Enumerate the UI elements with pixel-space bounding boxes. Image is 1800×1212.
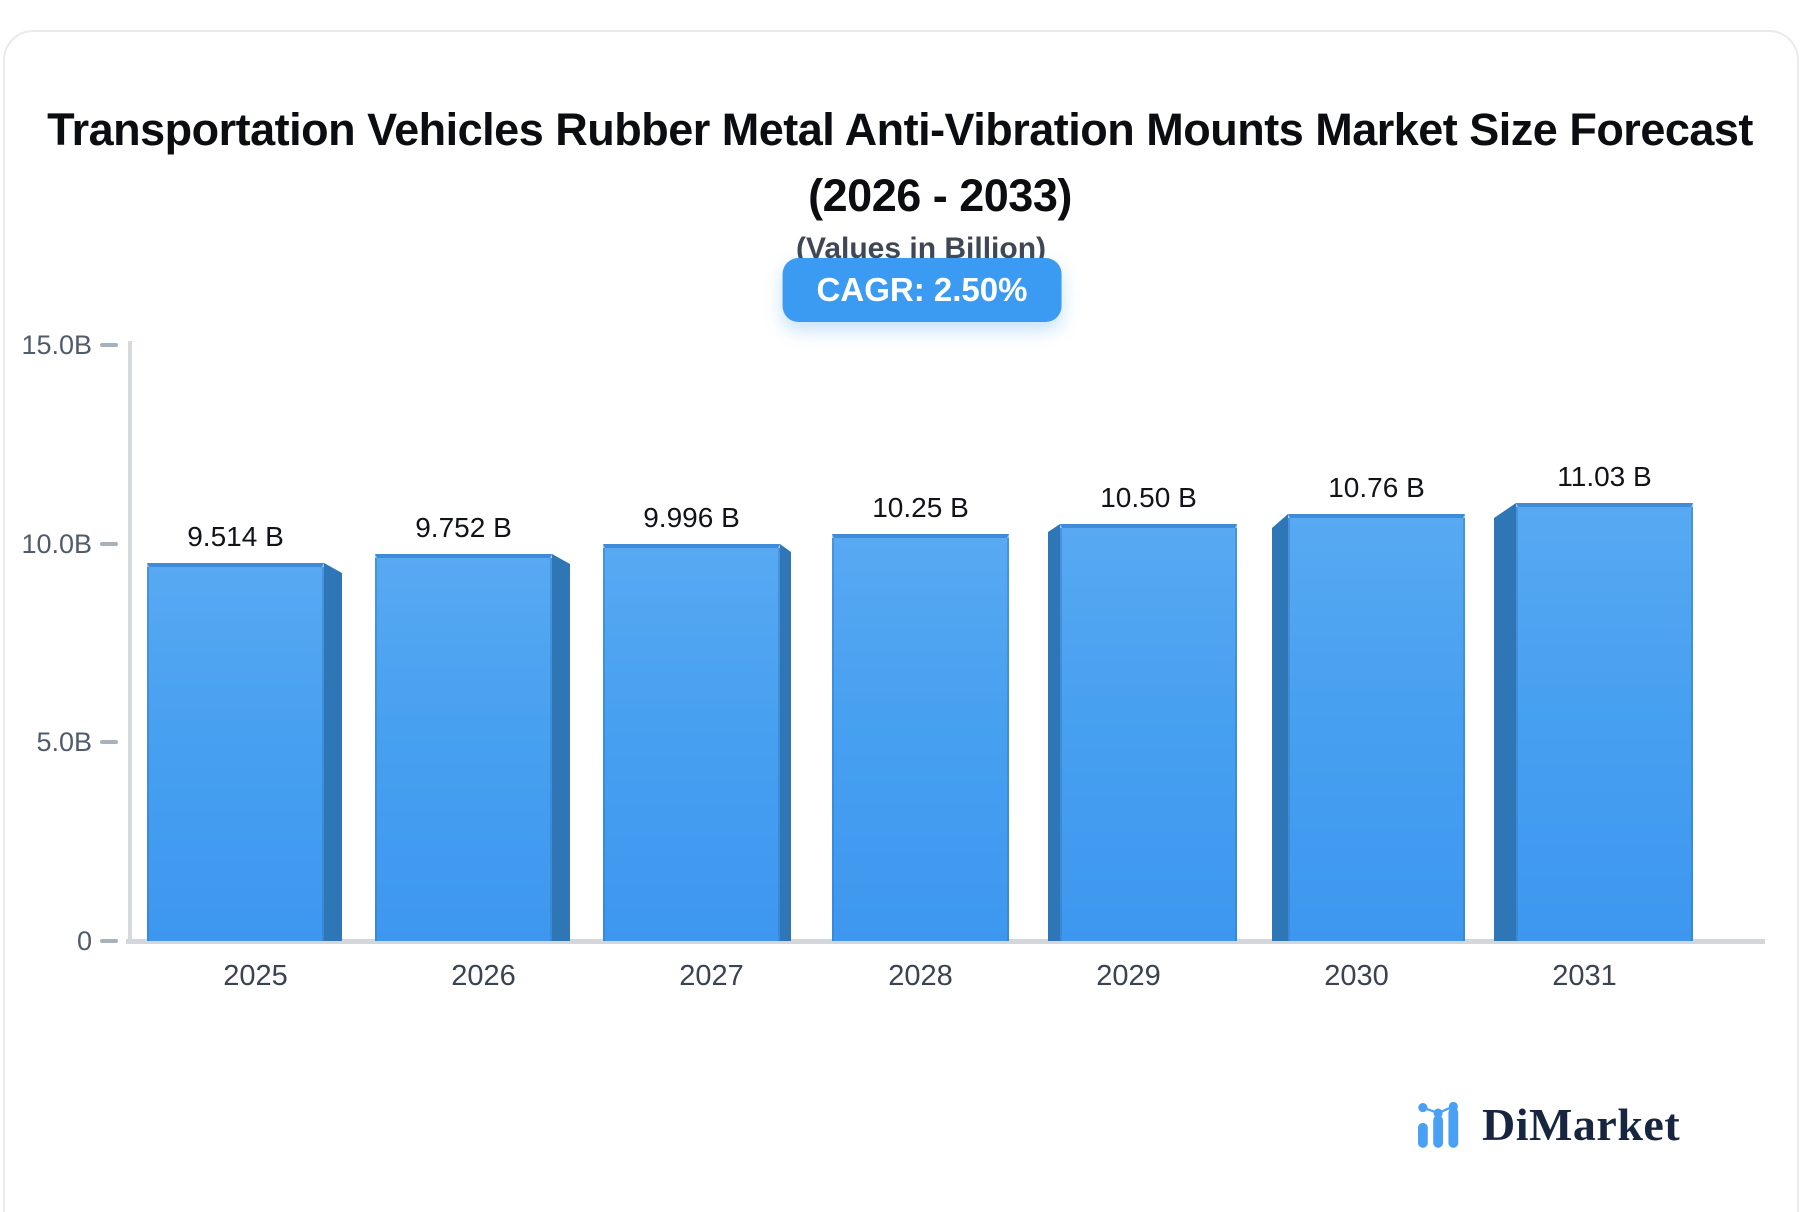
x-axis-label-2030: 2030 — [1324, 960, 1389, 992]
x-axis-label-2029: 2029 — [1096, 960, 1161, 992]
y-tick-mark — [100, 740, 118, 745]
x-axis-line — [126, 939, 1765, 944]
bar-value-label: 9.514 B — [187, 521, 284, 552]
bar-value-label: 9.752 B — [415, 512, 512, 543]
y-axis-line — [128, 341, 132, 943]
bar-side-face-2025 — [324, 563, 342, 941]
y-tick-label: 15.0B — [21, 330, 92, 361]
chart-title-line2: (2026 - 2033) — [808, 170, 1072, 221]
chart-title-line1: Transportation Vehicles Rubber Metal Ant… — [47, 104, 1753, 155]
x-axis-label-2025: 2025 — [223, 960, 288, 992]
brand-logo: DiMarket — [1418, 1098, 1680, 1151]
dimarket-logo-icon — [1418, 1101, 1459, 1148]
x-axis-label-2028: 2028 — [888, 960, 953, 992]
dimarket-logo-text: DiMarket — [1482, 1099, 1681, 1150]
bar-2025 — [147, 563, 324, 941]
x-axis-label-2031: 2031 — [1552, 960, 1617, 992]
bar-2031 — [1516, 503, 1693, 941]
bar-2027 — [603, 544, 780, 941]
x-axis-label-2027: 2027 — [679, 960, 744, 992]
y-tick-mark — [100, 939, 118, 943]
bar-side-face-2030 — [1272, 514, 1288, 941]
y-tick-label: 10.0B — [21, 528, 92, 559]
bar-2030 — [1288, 514, 1465, 941]
cagr-badge: CAGR: 2.50% — [782, 258, 1062, 322]
bar-value-label: 9.996 B — [643, 502, 740, 533]
y-tick-label: 5.0B — [36, 727, 92, 758]
bar-value-label: 10.76 B — [1328, 472, 1425, 503]
y-tick-label: 0 — [76, 926, 92, 956]
y-tick-mark — [100, 343, 118, 348]
y-tick-mark — [100, 541, 118, 546]
bar-value-label: 10.25 B — [872, 492, 969, 523]
bar-value-label: 10.50 B — [1100, 482, 1197, 513]
bar-value-label: 11.03 B — [1557, 461, 1652, 492]
bar-side-face-2031 — [1494, 503, 1516, 941]
bar-side-face-2027 — [780, 544, 791, 941]
bar-2026 — [375, 554, 552, 941]
bar-2028 — [832, 534, 1009, 941]
bar-2029 — [1060, 524, 1237, 941]
bar-side-face-2026 — [552, 554, 570, 941]
bar-side-face-2029 — [1048, 524, 1060, 941]
x-axis-label-2026: 2026 — [451, 960, 516, 992]
